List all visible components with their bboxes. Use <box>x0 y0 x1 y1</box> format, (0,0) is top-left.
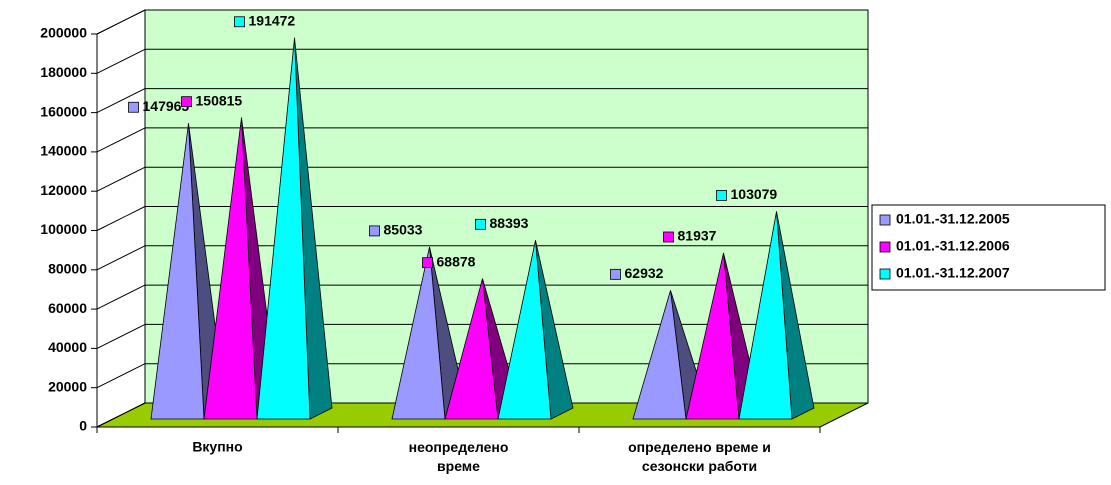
label-key <box>610 268 621 280</box>
label-key <box>475 218 486 230</box>
pyramid-front <box>203 117 258 420</box>
grid-line <box>96 9 146 35</box>
pyramid-front <box>391 246 446 420</box>
grid-line <box>96 363 146 389</box>
pyramid-front <box>150 123 205 420</box>
data-label: 150815 <box>196 92 243 108</box>
legend-label: 01.01.-31.12.2007 <box>896 265 1010 281</box>
y-tick-label: 120000 <box>40 182 87 198</box>
legend <box>871 204 1106 291</box>
label-key <box>422 257 433 269</box>
label-key <box>663 231 674 243</box>
y-tick-label: 200000 <box>40 25 87 41</box>
x-tick-label: определено време и сезонски работи <box>628 439 771 474</box>
pyramid-front <box>738 211 793 420</box>
legend-key <box>879 241 891 253</box>
pyramid-front <box>497 240 552 420</box>
label-key <box>234 16 245 28</box>
legend-label: 01.01.-31.12.2006 <box>896 238 1010 254</box>
y-tick-label: 40000 <box>48 339 87 355</box>
x-tick-label: Вкупно <box>192 439 242 455</box>
label-key <box>369 225 380 237</box>
data-label: 88393 <box>490 215 529 231</box>
data-label: 103079 <box>731 186 778 202</box>
legend-key <box>879 268 891 280</box>
y-tick-label: 140000 <box>40 143 87 159</box>
data-label: 191472 <box>249 12 296 28</box>
label-key <box>128 101 139 113</box>
label-key <box>716 190 727 201</box>
x-tick-label: неопределено време <box>409 439 509 474</box>
data-label: 147965 <box>143 98 190 114</box>
grid-line <box>96 284 146 310</box>
data-label: 81937 <box>678 228 717 244</box>
legend-key <box>879 214 891 226</box>
y-tick-label: 20000 <box>48 378 87 394</box>
pyramid-front <box>685 252 740 420</box>
grid-line <box>96 402 146 428</box>
pyramid-front <box>444 278 499 420</box>
grid-line <box>96 48 146 74</box>
grid-line <box>96 166 146 192</box>
label-key <box>181 96 192 108</box>
pyramid-front <box>632 290 687 420</box>
grid-line <box>96 206 146 231</box>
grid-line <box>96 88 146 114</box>
grid-line <box>96 127 146 153</box>
y-tick-label: 160000 <box>40 103 87 119</box>
grid-line <box>96 245 146 271</box>
y-tick-label: 80000 <box>48 261 87 277</box>
grid-line <box>96 323 146 349</box>
y-tick-label: 180000 <box>40 64 87 80</box>
y-tick-label: 0 <box>79 418 87 434</box>
data-label: 62932 <box>625 265 664 281</box>
y-tick-label: 100000 <box>40 221 87 237</box>
y-tick-label: 60000 <box>48 300 87 316</box>
data-label: 68878 <box>437 253 476 269</box>
pyramid-front <box>256 37 311 420</box>
data-label: 85033 <box>384 222 423 238</box>
legend-label: 01.01.-31.12.2005 <box>896 211 1010 227</box>
